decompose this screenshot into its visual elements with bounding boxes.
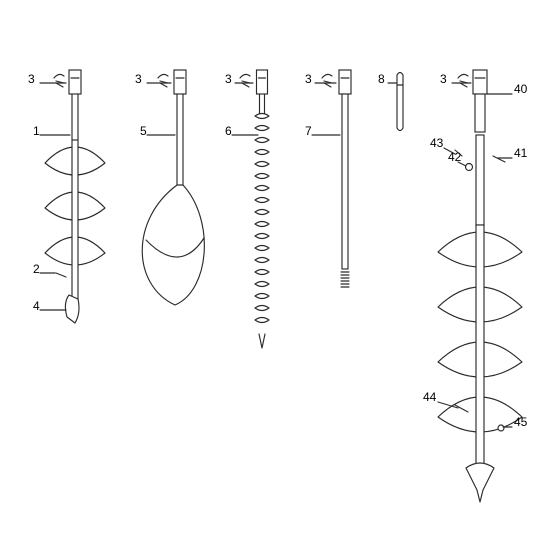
callout-7: 7	[305, 124, 312, 138]
callout-40: 40	[514, 82, 527, 96]
callout-43: 43	[430, 136, 443, 150]
callout-3d: 3	[305, 72, 312, 86]
callout-45: 45	[514, 415, 527, 429]
callout-1: 1	[33, 124, 40, 138]
callout-6: 6	[225, 124, 232, 138]
callout-8: 8	[378, 72, 385, 86]
callout-41: 41	[514, 146, 527, 160]
callout-3b: 3	[135, 72, 142, 86]
callout-3c: 3	[225, 72, 232, 86]
callout-3e: 3	[440, 72, 447, 86]
callout-2: 2	[33, 262, 40, 276]
callout-4: 4	[33, 299, 40, 313]
diagram-canvas	[0, 0, 560, 560]
callout-3: 3	[28, 72, 35, 86]
callout-5: 5	[140, 124, 147, 138]
callout-44: 44	[423, 390, 436, 404]
callout-42: 42	[448, 150, 461, 164]
